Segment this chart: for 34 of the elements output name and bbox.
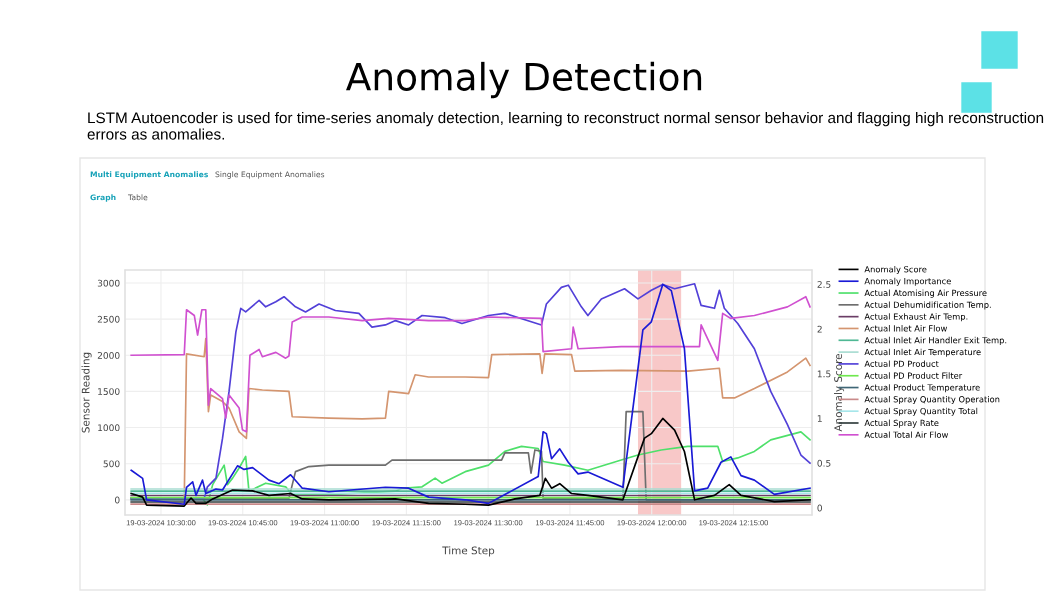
- y-tick-label: 1000: [98, 424, 120, 432]
- y2-tick-label: 2.5: [817, 281, 831, 288]
- legend-label: Actual PD Product Filter: [864, 372, 963, 379]
- y2-tick-label: 0: [817, 504, 823, 512]
- chart-subtitle: LSTM Autoencoder is used for time-series anomaly detection, learning to reconstruct normal sensor behavior and flagging high reconstruction errors as anomalies.: [87, 112, 1044, 140]
- y2-tick-label: 1: [817, 415, 822, 422]
- legend-label: Actual Product Temperature: [864, 384, 980, 393]
- y-tick-label: 500: [103, 460, 120, 468]
- legend-label: Actual Total Air Flow: [864, 431, 949, 438]
- y2-tick-label: 2: [817, 325, 822, 333]
- legend-label: Actual Inlet Air Temperature: [864, 348, 981, 357]
- y2-tick-label: 1.5: [817, 370, 831, 378]
- legend-label: Actual Spray Rate: [864, 419, 939, 428]
- y-tick-label: 0: [114, 496, 120, 504]
- y-tick-label: 2000: [97, 352, 120, 359]
- legend-label: Actual Spray Quantity Total: [864, 407, 978, 416]
- legend-label: Actual Dehumidification Temp.: [864, 301, 991, 310]
- legend-label: Actual Atomising Air Pressure: [864, 289, 987, 298]
- legend-label: Anomaly Score: [864, 265, 927, 275]
- y-tick-label: 3000: [97, 279, 120, 287]
- legend-label: Actual Inlet Air Handler Exit Temp.: [864, 336, 1007, 345]
- y-axis-title: Sensor Reading: [81, 352, 92, 433]
- legend-label: Anomaly Importance: [864, 277, 951, 286]
- legend-label: Actual Spray Quantity Operation: [864, 395, 1000, 405]
- legend-label: Actual Inlet Air Flow: [864, 325, 947, 332]
- line-series: [130, 295, 811, 433]
- y-tick-label: 2500: [97, 315, 120, 323]
- legend-label: Actual PD Product: [864, 360, 939, 367]
- y2-axis-title: Anomaly Score: [834, 353, 845, 432]
- y-tick-label: 1500: [98, 388, 120, 395]
- y2-tick-label: 0.5: [817, 459, 831, 467]
- chart-title: Anomaly Detection: [346, 61, 702, 99]
- legend-label: Actual Exhaust Air Temp.: [864, 313, 968, 322]
- x-axis-title: Time Step: [442, 546, 495, 557]
